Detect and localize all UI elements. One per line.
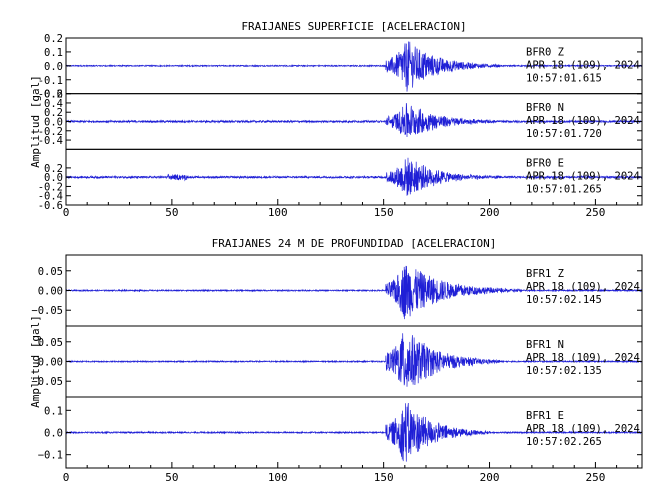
x-tick-label: 0 <box>63 206 70 219</box>
station-label: BFR1 Z <box>526 268 564 280</box>
x-tick-label: 200 <box>480 471 500 484</box>
waveform-trace <box>65 103 642 138</box>
event-time-label: 10:57:02.145 <box>526 294 602 306</box>
x-tick-label: 200 <box>480 206 500 219</box>
y-tick-label: 0.00 <box>38 357 63 369</box>
waveform-trace <box>66 333 643 387</box>
event-time-label: 10:57:01.265 <box>526 184 602 196</box>
panel-frame <box>65 396 643 469</box>
y-tick-label: -0.1 <box>38 75 63 87</box>
event-date-label: APR 18 (109), 2024 <box>526 59 640 71</box>
event-date-label: APR 18 (109), 2024 <box>526 423 640 435</box>
waveform-trace <box>65 265 643 320</box>
y-tick-label: -0.2 <box>38 89 63 101</box>
y-tick-label: -0.4 <box>38 135 63 147</box>
y-tick-label: 0.1 <box>44 47 63 59</box>
station-label: BFR0 E <box>526 158 564 170</box>
chart-title: FRAIJANES SUPERFICIE [ACELERACION] <box>241 20 466 33</box>
waveform-trace <box>65 157 643 196</box>
panel-frame <box>65 148 643 206</box>
station-label: BFR1 N <box>526 339 564 351</box>
y-tick-label: 0.00 <box>38 286 63 298</box>
x-tick-label: 0 <box>63 471 70 484</box>
event-date-label: APR 18 (109), 2024 <box>526 281 640 293</box>
event-time-label: 10:57:02.135 <box>526 365 602 377</box>
y-tick-label: 0.0 <box>44 172 63 184</box>
y-axis-label: Amplitud [gal] <box>29 315 42 408</box>
y-tick-label: -0.6 <box>38 200 63 212</box>
y-tick-label: -0.4 <box>38 191 63 203</box>
x-tick-label: 150 <box>374 471 394 484</box>
event-time-label: 10:57:01.720 <box>526 128 602 140</box>
y-axis-label: Amplitud [gal] <box>29 75 42 168</box>
event-date-label: APR 18 (109), 2024 <box>526 115 640 127</box>
chart-group-2: FRAIJANES 24 M DE PROFUNDIDAD [ACELERACI… <box>29 237 643 484</box>
x-tick-label: 100 <box>268 471 288 484</box>
y-tick-label: −0.1 <box>38 450 63 462</box>
station-label: BFR0 N <box>526 102 564 114</box>
y-tick-label: 0.0 <box>44 428 63 440</box>
x-tick-label: 250 <box>585 471 605 484</box>
y-tick-label: -0.2 <box>38 181 63 193</box>
event-date-label: APR 18 (109), 2024 <box>526 171 640 183</box>
y-tick-label: 0.05 <box>38 266 63 278</box>
x-tick-label: 50 <box>165 471 178 484</box>
event-time-label: 10:57:02.265 <box>526 436 602 448</box>
y-tick-label: 0.0 <box>44 61 63 73</box>
y-tick-label: −0.05 <box>31 376 63 388</box>
station-label: BFR1 E <box>526 410 564 422</box>
waveform-trace <box>65 402 643 462</box>
waveform-trace <box>65 41 643 92</box>
x-tick-label: 50 <box>165 206 178 219</box>
event-date-label: APR 18 (109), 2024 <box>526 352 640 364</box>
chart-title: FRAIJANES 24 M DE PROFUNDIDAD [ACELERACI… <box>212 237 497 250</box>
y-tick-label: 0.2 <box>44 107 63 119</box>
y-tick-label: 0.2 <box>44 33 63 45</box>
y-tick-label: 0.6 <box>44 89 63 101</box>
y-tick-label: -0.2 <box>38 126 63 138</box>
y-tick-label: −0.05 <box>31 305 63 317</box>
y-tick-label: 0.0 <box>44 117 63 129</box>
y-tick-label: 0.1 <box>44 405 63 417</box>
chart-group-1: FRAIJANES SUPERFICIE [ACELERACION] Amplit… <box>29 20 643 219</box>
event-time-label: 10:57:01.615 <box>526 72 602 84</box>
x-tick-label: 100 <box>268 206 288 219</box>
y-tick-label: 0.4 <box>44 98 63 110</box>
station-label: BFR0 Z <box>526 46 564 58</box>
x-tick-label: 250 <box>585 206 605 219</box>
x-tick-label: 150 <box>374 206 394 219</box>
y-tick-label: 0.05 <box>38 337 63 349</box>
y-tick-label: 0.2 <box>44 163 63 175</box>
